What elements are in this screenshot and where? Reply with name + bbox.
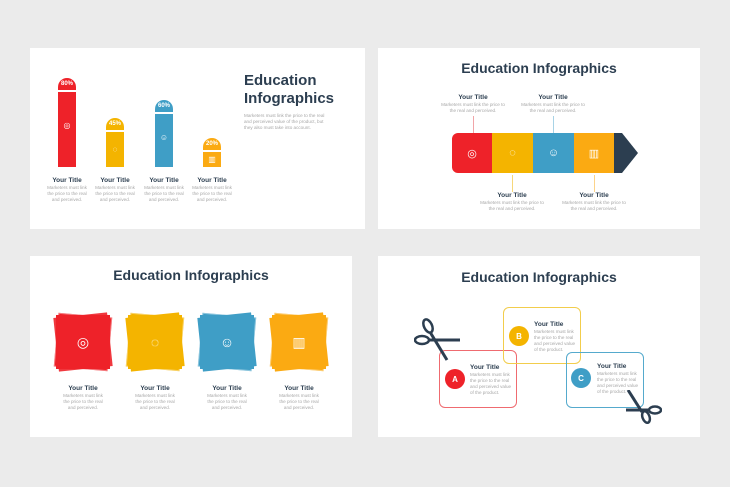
- title-line-2: Infographics: [244, 90, 335, 107]
- group-icon: ☺: [159, 133, 169, 142]
- globe-icon: ◎: [56, 315, 110, 369]
- bar-text: Marketers must link the price to the rea…: [192, 185, 232, 202]
- bar-2: 45% ◌: [105, 118, 125, 167]
- bar-3: 60% ☺: [154, 100, 174, 167]
- item-text: Marketers must link the price to the rea…: [279, 393, 319, 410]
- chat-icon: ◌: [128, 315, 182, 369]
- item-text: Marketers must link the price to the rea…: [521, 102, 585, 113]
- slide-pencil-infographic[interactable]: Education Infographics Your Title Market…: [378, 48, 700, 229]
- bar-percent: 20%: [205, 141, 218, 147]
- slide-bar-infographic[interactable]: 80% ◎ 45% ◌ 60% ☺ 20% ▥ Your Title Marketers…: [30, 48, 365, 229]
- slide-title: Education Infographics: [244, 72, 334, 108]
- item-text: Marketers must link the price to the rea…: [597, 371, 639, 394]
- item-text: Marketers must link the price to the rea…: [562, 200, 626, 211]
- item-title: Your Title: [458, 94, 488, 101]
- globe-icon: ◎: [452, 133, 492, 173]
- bar-percent: 45%: [108, 121, 121, 127]
- item-text: Marketers must link the price to the rea…: [207, 393, 247, 410]
- chart-icon: ▥: [208, 155, 216, 164]
- slide-squares-infographic[interactable]: Education Infographics ◎ ◌ ☺ ▥ Your Titl…: [30, 256, 352, 437]
- item-title: Your Title: [68, 385, 98, 392]
- item-text: Marketers must link the price to the rea…: [135, 393, 175, 410]
- chat-icon: ◌: [492, 133, 533, 173]
- group-icon: ☺: [533, 133, 574, 173]
- item-title: Your Title: [212, 385, 242, 392]
- slide-description: Marketers must link the price to the rea…: [244, 113, 325, 130]
- globe-icon: ◎: [63, 121, 71, 130]
- card-a: [439, 350, 517, 408]
- badge-a: A: [445, 369, 465, 389]
- slide-title: Education Infographics: [461, 269, 617, 285]
- bar-1: 80% ◎: [57, 78, 77, 167]
- square-card-4: ▥: [269, 312, 329, 372]
- pencil-bar: ◎ ◌ ☺ ▥: [452, 133, 638, 173]
- item-text: Marketers must link the price to the rea…: [480, 200, 544, 211]
- item-text: Marketers must link the price to the rea…: [534, 329, 576, 352]
- title-line-1: Education: [244, 72, 317, 89]
- bar-text: Marketers must link the price to the rea…: [47, 185, 87, 202]
- chart-icon: ▥: [574, 133, 614, 173]
- item-title: Your Title: [534, 321, 564, 328]
- badge-c: C: [571, 368, 591, 388]
- item-title: Your Title: [497, 192, 527, 199]
- item-title: Your Title: [140, 385, 170, 392]
- square-card-1: ◎: [53, 312, 113, 372]
- item-title: Your Title: [284, 385, 314, 392]
- item-title: Your Title: [597, 363, 627, 370]
- bar-percent: 60%: [157, 103, 170, 109]
- bar-title: Your Title: [149, 177, 179, 184]
- slide-scissors-infographic[interactable]: Education Infographics A B C Your Title …: [378, 256, 700, 437]
- chat-icon: ◌: [112, 145, 118, 154]
- scissors-icon: [626, 390, 662, 424]
- square-card-2: ◌: [125, 312, 185, 372]
- bar-4: 20% ▥: [202, 138, 222, 167]
- item-title: Your Title: [470, 364, 500, 371]
- slide-title: Education Infographics: [113, 267, 269, 283]
- item-text: Marketers must link the price to the rea…: [470, 372, 512, 395]
- chart-icon: ▥: [272, 315, 326, 369]
- item-text: Marketers must link the price to the rea…: [63, 393, 103, 410]
- scissors-icon: [414, 318, 460, 361]
- bar-title: Your Title: [100, 177, 130, 184]
- bar-text: Marketers must link the price to the rea…: [144, 185, 184, 202]
- bar-title: Your Title: [197, 177, 227, 184]
- badge-b: B: [509, 326, 529, 346]
- bar-text: Marketers must link the price to the rea…: [95, 185, 135, 202]
- item-title: Your Title: [579, 192, 609, 199]
- card-c: [566, 352, 644, 408]
- group-icon: ☺: [200, 315, 254, 369]
- card-b: [503, 307, 581, 364]
- pencil-tip: [614, 133, 638, 173]
- slide-title: Education Infographics: [461, 60, 617, 76]
- item-title: Your Title: [538, 94, 568, 101]
- bar-percent: 80%: [60, 81, 73, 87]
- bar-title: Your Title: [52, 177, 82, 184]
- square-card-3: ☺: [197, 312, 257, 372]
- item-text: Marketers must link the price to the rea…: [441, 102, 505, 113]
